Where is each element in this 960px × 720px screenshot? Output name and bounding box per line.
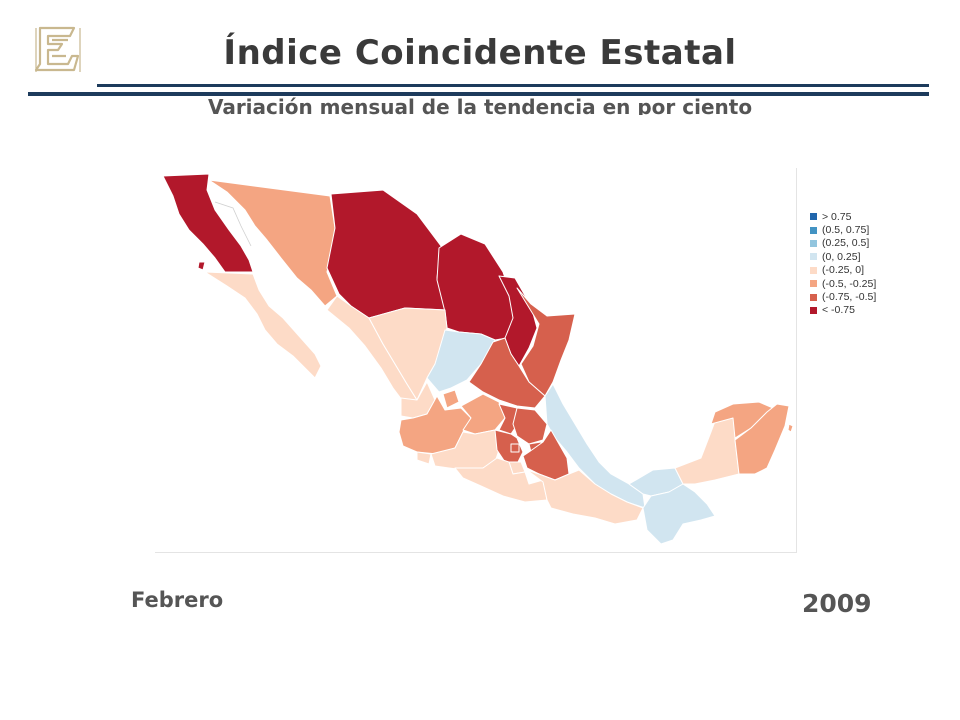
legend-item: (-0.25, 0] <box>810 264 876 277</box>
state-baja-california[interactable] <box>162 173 254 273</box>
map-frame: > 0.75 (0.5, 0.75] (0.25, 0.5] (0, 0.25]… <box>155 168 876 553</box>
legend-item: (-0.75, -0.5] <box>810 290 876 303</box>
state-michoacan[interactable] <box>430 429 502 471</box>
period-year: 2009 <box>802 589 872 618</box>
legend-item: > 0.75 <box>810 210 876 223</box>
legend-swatch <box>810 213 817 221</box>
legend-item: (0, 0.25] <box>810 250 876 263</box>
state-baja-california-islet <box>197 261 206 271</box>
title-rule-thin <box>97 84 929 87</box>
state-chiapas[interactable] <box>642 483 716 545</box>
state-estado-de-mexico[interactable] <box>494 429 524 465</box>
legend-swatch <box>810 239 817 247</box>
legend-item: (0.25, 0.5] <box>810 237 876 250</box>
legend-swatch <box>810 306 817 314</box>
state-nuevo-leon[interactable] <box>498 275 538 367</box>
legend-item: < -0.75 <box>810 304 876 317</box>
legend-swatch <box>810 226 817 234</box>
legend-item: (0.5, 0.75] <box>810 223 876 236</box>
state-veracruz[interactable] <box>544 383 646 509</box>
state-baja-california-sur[interactable] <box>204 271 322 379</box>
legend-label: (-0.75, -0.5] <box>822 291 877 304</box>
state-hidalgo[interactable] <box>512 407 548 445</box>
period-month: Febrero <box>131 588 224 612</box>
state-guerrero[interactable] <box>454 457 548 503</box>
legend-label: (0.5, 0.75] <box>822 224 870 237</box>
legend-label: (-0.5, -0.25] <box>822 277 877 290</box>
state-chihuahua[interactable] <box>326 189 448 319</box>
legend-label: < -0.75 <box>822 304 855 317</box>
legend-label: (0, 0.25] <box>822 250 861 263</box>
banxico-logo-icon <box>34 26 81 72</box>
page-subtitle: Variación mensual de la tendencia en por… <box>207 95 753 115</box>
legend-swatch <box>810 253 817 261</box>
legend-label: > 0.75 <box>822 210 852 223</box>
legend-label: (0.25, 0.5] <box>822 237 870 250</box>
legend-item: (-0.5, -0.25] <box>810 277 876 290</box>
state-aguascalientes[interactable] <box>442 389 460 409</box>
island-cozumel <box>787 423 794 433</box>
legend-swatch <box>810 266 817 274</box>
state-cdmx[interactable] <box>510 443 520 453</box>
page-title: Índice Coincidente Estatal <box>223 33 737 73</box>
gulf-of-california-coast <box>214 201 252 247</box>
legend-label: (-0.25, 0] <box>822 264 865 277</box>
state-colima[interactable] <box>416 451 432 465</box>
title-rule-thick <box>28 92 929 96</box>
legend-swatch <box>810 293 817 301</box>
state-san-luis-potosi[interactable] <box>468 337 546 409</box>
state-campeche[interactable] <box>674 415 740 485</box>
map-legend: > 0.75 (0.5, 0.75] (0.25, 0.5] (0, 0.25]… <box>810 210 876 317</box>
state-zacatecas[interactable] <box>426 329 496 393</box>
mexico-choropleth-map <box>162 173 794 545</box>
state-quintana-roo[interactable] <box>734 403 790 475</box>
state-tamaulipas[interactable] <box>516 287 576 397</box>
legend-swatch <box>810 280 817 288</box>
